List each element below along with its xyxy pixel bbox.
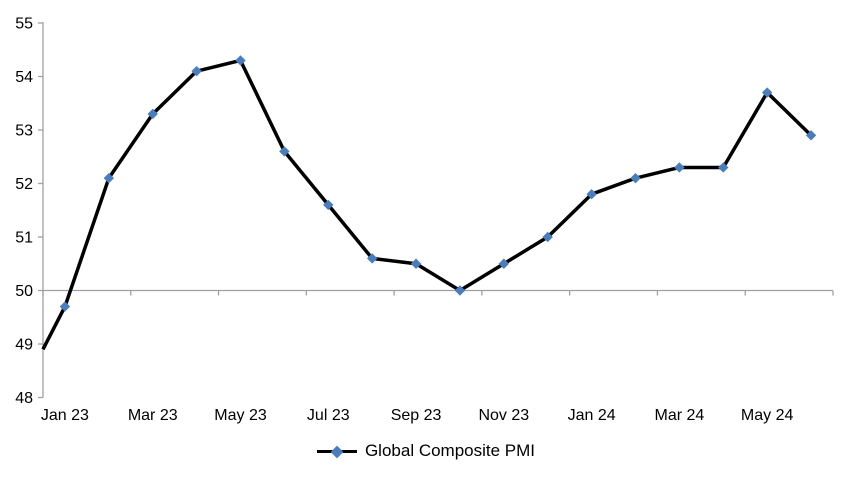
data-point-marker xyxy=(147,108,158,120)
legend-diamond-marker-icon xyxy=(330,445,344,458)
data-point-marker xyxy=(410,258,422,269)
data-point-marker xyxy=(805,130,817,141)
legend-label: Global Composite PMI xyxy=(364,441,536,460)
y-axis-label: 52 xyxy=(15,176,33,193)
data-point-marker xyxy=(498,258,510,269)
y-axis-label: 53 xyxy=(15,123,33,140)
y-axis-label: 51 xyxy=(15,230,33,247)
data-point-marker xyxy=(103,172,115,184)
data-point-marker xyxy=(761,87,773,98)
x-axis-label: May 24 xyxy=(741,407,794,424)
x-axis-label: Jul 23 xyxy=(307,407,350,424)
y-axis-label: 55 xyxy=(15,16,33,33)
data-point-marker xyxy=(235,55,246,66)
x-axis-label: Nov 23 xyxy=(478,407,529,424)
data-point-marker xyxy=(191,65,202,77)
data-point-marker xyxy=(542,231,553,243)
pmi-series-line xyxy=(41,58,813,351)
y-axis-label: 54 xyxy=(15,69,33,86)
data-point-marker xyxy=(454,285,466,296)
x-axis-label: Mar 23 xyxy=(128,407,178,424)
x-axis-label: Mar 24 xyxy=(654,407,704,424)
data-point-marker xyxy=(718,162,729,173)
y-axis-label: 50 xyxy=(15,283,33,300)
x-axis-label: Sep 23 xyxy=(391,407,442,424)
y-axis-label: 49 xyxy=(15,337,33,354)
data-point-marker xyxy=(586,189,597,200)
data-point-marker xyxy=(366,253,378,264)
legend: Global Composite PMI xyxy=(0,442,852,461)
legend-line-sample xyxy=(316,445,357,458)
data-point-marker xyxy=(630,172,641,184)
x-axis-label: Jan 24 xyxy=(568,407,616,424)
data-point-marker xyxy=(674,162,685,173)
x-axis-label: Jan 23 xyxy=(41,407,89,424)
x-axis-label: May 23 xyxy=(214,407,267,424)
data-point-marker xyxy=(59,301,71,312)
data-point-marker xyxy=(323,199,334,211)
data-point-marker xyxy=(279,146,290,157)
y-axis-label: 48 xyxy=(15,390,33,407)
